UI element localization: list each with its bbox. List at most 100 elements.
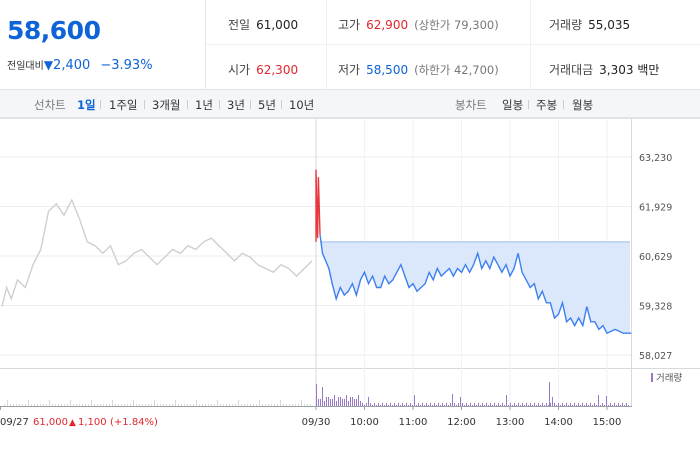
tab-divider (281, 100, 282, 109)
volume-bar (320, 399, 321, 406)
tab-3month[interactable]: 3개월 (152, 98, 181, 112)
volume-bar (514, 403, 515, 406)
volume-bar (190, 404, 191, 406)
volume-bar (160, 404, 161, 406)
volume-bar (178, 404, 179, 406)
volume-bar (552, 397, 553, 406)
volume-bar (466, 403, 467, 406)
volume-bar (208, 404, 209, 406)
volume-bar (398, 403, 399, 406)
volume-bar (420, 405, 421, 406)
volume-bar (550, 403, 551, 406)
volume-bar (280, 400, 281, 406)
volume-bar (486, 403, 487, 406)
volume-bar (25, 404, 26, 406)
volume-bar (229, 404, 230, 406)
volume-bar (530, 403, 531, 406)
change-row: 전일대비▼2,400 −3.93% (7, 54, 153, 73)
volume-bar (412, 405, 413, 406)
price-chart[interactable]: 63,230 61,929 60,629 59,328 58,027 거래량 09/27… (0, 118, 700, 450)
volume-bar (193, 404, 194, 406)
volume-bar (602, 403, 603, 406)
volume-bar (277, 404, 278, 406)
volume-bar (626, 403, 627, 406)
volume-bar (289, 404, 290, 406)
tab-5year[interactable]: 5년 (258, 98, 276, 112)
volume-bar (256, 404, 257, 406)
lower-limit: (하한가 42,700) (414, 63, 499, 77)
volume-bar (578, 403, 579, 406)
tab-divider (219, 100, 220, 109)
tab-monthly-candle[interactable]: 월봉 (572, 98, 594, 112)
volume-bar (450, 403, 451, 406)
volume-bar (354, 399, 355, 406)
tab-1year[interactable]: 1년 (195, 98, 213, 112)
volume-bar (556, 405, 557, 406)
volume-bar (172, 404, 173, 406)
volume-bar (184, 404, 185, 406)
tab-weekly-candle[interactable]: 주봉 (536, 98, 558, 112)
volume-bar (199, 404, 200, 406)
volume-bar (604, 405, 605, 406)
volume-bar (205, 404, 206, 406)
volume-bar (330, 399, 331, 406)
current-price: 58,600 (7, 16, 101, 45)
tab-10year[interactable]: 10년 (289, 98, 315, 112)
volume-bar (362, 403, 363, 406)
volume-bar (262, 404, 263, 406)
x-tick-label: 12:00 (447, 417, 476, 428)
divider (206, 44, 700, 45)
volume-bar (298, 404, 299, 406)
volume-bar (468, 405, 469, 406)
tab-divider (250, 100, 251, 109)
volume-bar (46, 404, 47, 406)
volume-bar (582, 403, 583, 406)
volume-bar (518, 403, 519, 406)
upper-limit: (상한가 79,300) (414, 18, 499, 32)
x-tick-label: 13:00 (496, 417, 525, 428)
volume-bar (430, 403, 431, 406)
divider (530, 0, 531, 90)
volume-bar (542, 403, 543, 406)
volume-bar (220, 404, 221, 406)
volume-bar (546, 403, 547, 406)
volume-bar (136, 404, 137, 406)
chart-period-tabs: 선차트 1일 1주일 3개월 1년 3년 5년 10년 봉차트 일봉 주봉 월봉 (0, 90, 700, 118)
y-tick-label: 58,027 (639, 351, 672, 362)
volume-bar (364, 405, 365, 406)
change-value: 2,400 (53, 58, 91, 73)
volume-bar (157, 404, 158, 406)
volume-bar (226, 404, 227, 406)
tab-3year[interactable]: 3년 (227, 98, 245, 112)
volume-bar (124, 404, 125, 406)
candle-chart-title: 봉차트 (455, 98, 487, 112)
volume-bar (133, 400, 134, 406)
volume-bar (73, 404, 74, 406)
volume-bar (334, 395, 335, 406)
tab-1day[interactable]: 1일 (77, 98, 96, 112)
volume-bar (622, 403, 623, 406)
volume-bar (10, 404, 11, 406)
volume-bar (549, 382, 550, 406)
trade-value-stat: 거래대금 3,303 백만 (549, 61, 659, 78)
volume-bar (154, 400, 155, 406)
tab-1week[interactable]: 1주일 (109, 98, 138, 112)
volume-bar (374, 403, 375, 406)
volume-bar (310, 404, 311, 406)
volume-bar (588, 405, 589, 406)
tab-daily-candle[interactable]: 일봉 (502, 98, 524, 112)
volume-bar (244, 404, 245, 406)
volume-bar (127, 404, 128, 406)
volume-bar (97, 404, 98, 406)
tab-divider (144, 100, 145, 109)
volume-bar (440, 405, 441, 406)
volume-bar (241, 404, 242, 406)
volume-bar (558, 403, 559, 406)
volume-bar (606, 396, 607, 406)
volume-bar (238, 400, 239, 406)
volume-bar (121, 404, 122, 406)
volume-bar (118, 404, 119, 406)
volume-bar (304, 404, 305, 406)
trade-value-label: 거래대금 (549, 63, 594, 77)
volume-bar (472, 405, 473, 406)
